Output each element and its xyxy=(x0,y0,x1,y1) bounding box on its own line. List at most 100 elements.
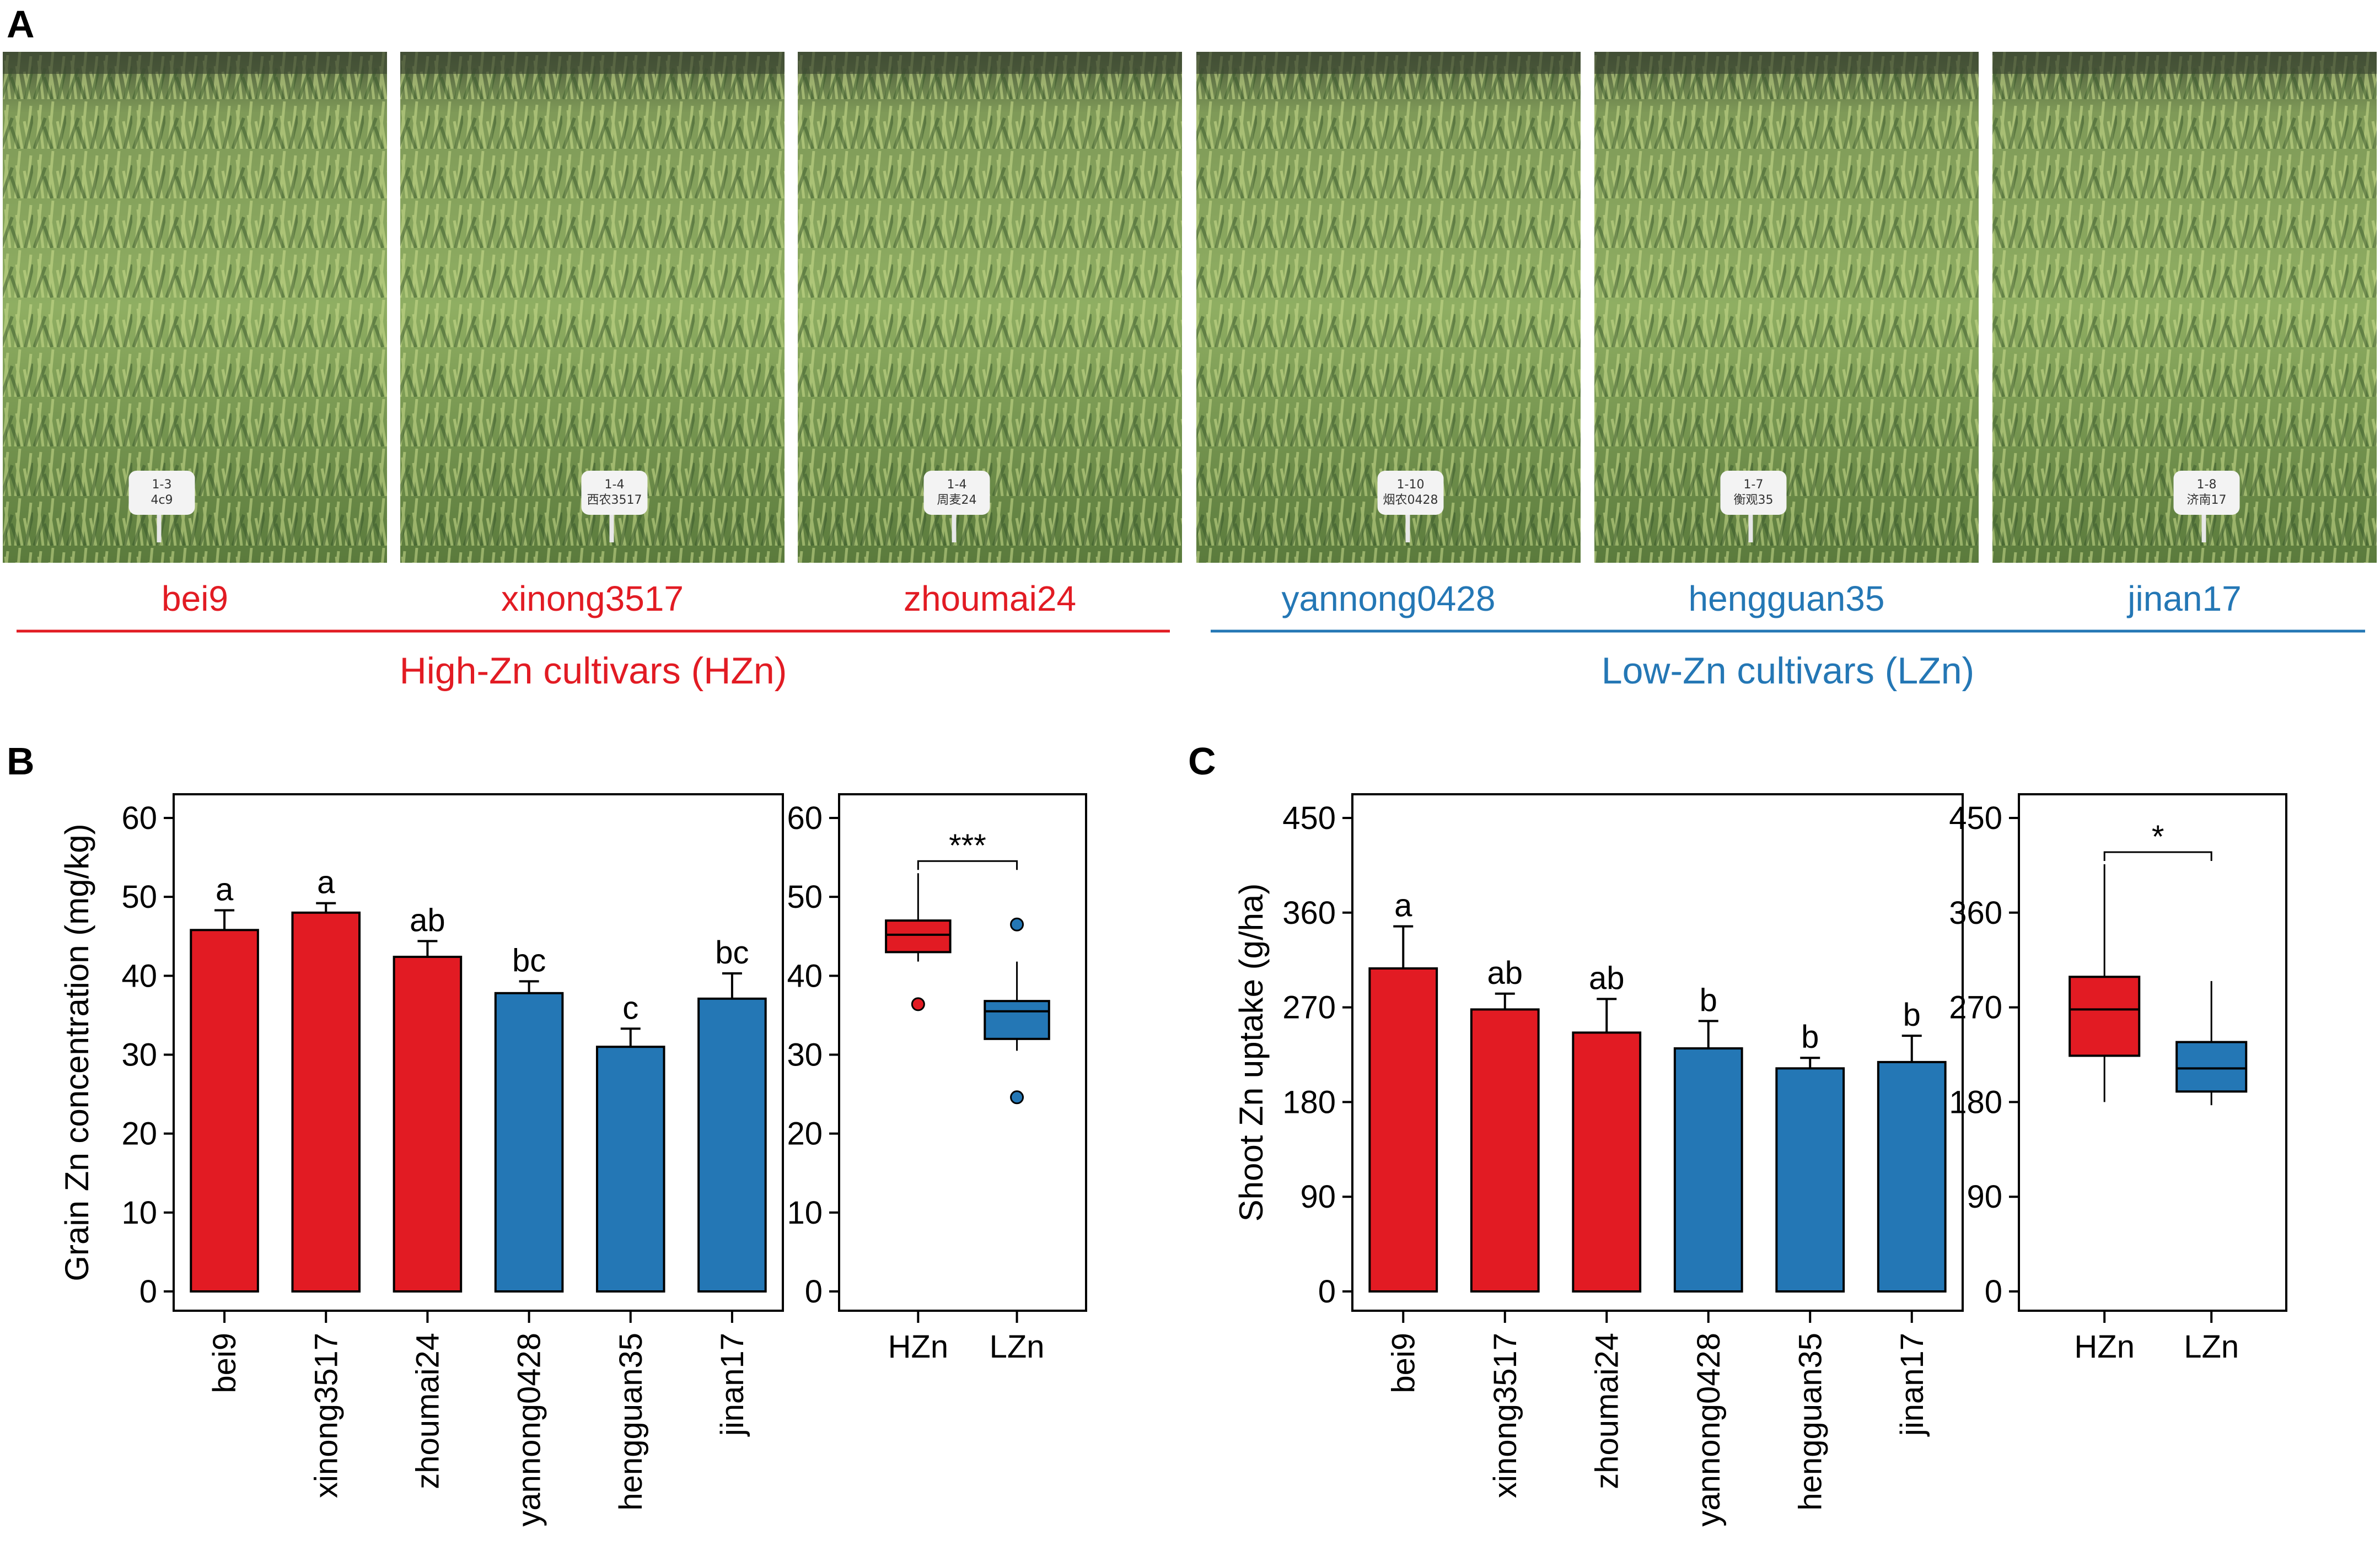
bar xyxy=(291,911,361,1293)
y-tick-label: 180 xyxy=(1282,1084,1336,1120)
bar xyxy=(494,992,564,1293)
x-tick-label: jinan17 xyxy=(714,1333,750,1437)
significance-letter: a xyxy=(216,872,234,908)
y-tick-label: 30 xyxy=(787,1037,823,1073)
x-tick-label: jinan17 xyxy=(1894,1333,1930,1437)
significance-letter: b xyxy=(1700,982,1717,1018)
y-tick-label: 0 xyxy=(805,1274,823,1310)
photo-row: 1-34c91-4西农35171-4周麦241-10烟农04281-7衡观351… xyxy=(3,52,2377,563)
plot-frame xyxy=(2018,793,2287,1312)
plot-tag xyxy=(1720,471,1787,515)
photo-horizon xyxy=(400,52,785,74)
y-tick-label: 0 xyxy=(139,1274,157,1310)
plot-frame xyxy=(173,793,784,1312)
bar xyxy=(190,929,259,1293)
y-tick-label: 270 xyxy=(1949,990,2002,1026)
y-tick-label: 60 xyxy=(121,800,157,836)
y-tick-label: 180 xyxy=(1949,1084,2002,1120)
y-tick-label: 40 xyxy=(121,958,157,994)
plot-tag xyxy=(923,471,990,515)
cultivar-label: jinan17 xyxy=(2126,579,2241,618)
significance-bracket xyxy=(917,860,1018,870)
x-tick-label: bei9 xyxy=(1385,1333,1421,1393)
significance-stars: *** xyxy=(949,828,986,864)
x-tick-label: LZn xyxy=(2184,1329,2239,1365)
panel-label-b: B xyxy=(7,740,35,783)
plot-tag-text: 1-4 xyxy=(947,478,967,492)
wheat-texture xyxy=(3,52,387,563)
x-tick-label: yannong0428 xyxy=(512,1333,547,1527)
significance-letter: b xyxy=(1903,997,1921,1033)
x-tick-label: hengguan35 xyxy=(1792,1333,1828,1511)
photo-horizon xyxy=(1992,52,2377,74)
bar xyxy=(1470,1008,1540,1293)
plot-tag-text: 衡观35 xyxy=(1734,493,1774,507)
significance-bracket xyxy=(2103,851,2212,861)
charts: 0 10 20 30 40 50 60 Grain Zn concentration (mg/… xyxy=(58,793,2287,1527)
x-tick-label: zhoumai24 xyxy=(410,1333,445,1489)
plot-tag xyxy=(128,471,195,515)
significance-letter: bc xyxy=(715,935,749,971)
wheat-texture xyxy=(1594,52,1979,563)
y-tick-label: 50 xyxy=(787,879,823,915)
cultivar-label: xinong3517 xyxy=(501,579,684,618)
y-tick-label: 360 xyxy=(1949,895,2002,931)
plot-tag-text: 济南17 xyxy=(2187,493,2227,507)
y-tick-label: 10 xyxy=(121,1195,157,1231)
significance-letter: c xyxy=(622,990,638,1026)
bar-chart-b: 0 10 20 30 40 50 60 Grain Zn concentration (mg/… xyxy=(58,793,784,1527)
significance-letter: a xyxy=(1394,888,1412,924)
plot-tag xyxy=(581,471,648,515)
y-tick-label: 20 xyxy=(787,1116,823,1152)
plot-tag-text: 1-10 xyxy=(1397,478,1425,492)
significance-letter: ab xyxy=(410,902,445,938)
plot-frame xyxy=(1351,793,1964,1312)
x-tick-label: xinong3517 xyxy=(308,1333,344,1498)
x-tick-label: LZn xyxy=(990,1329,1045,1365)
y-tick-label: 10 xyxy=(787,1195,823,1231)
plot-tag-text: 4c9 xyxy=(151,493,173,507)
y-tick-label: 0 xyxy=(1318,1274,1336,1310)
y-axis-label: Shoot Zn uptake (g/ha) xyxy=(1233,884,1270,1222)
significance-letter: bc xyxy=(512,943,546,978)
bar xyxy=(1572,1031,1642,1293)
photo-horizon xyxy=(1196,52,1581,74)
x-tick-label: HZn xyxy=(888,1329,949,1365)
plot-tag xyxy=(2173,471,2240,515)
lzn-group-label: Low-Zn cultivars (LZn) xyxy=(1602,650,1974,692)
x-tick-label: HZn xyxy=(2074,1329,2135,1365)
box-plot-c: 0 90 180 270 360 450 HZn LZn * xyxy=(1949,793,2287,1365)
x-tick-label: zhoumai24 xyxy=(1589,1333,1625,1489)
outlier-point xyxy=(1010,917,1024,932)
plot-tag-text: 1-3 xyxy=(152,478,172,492)
y-tick-label: 270 xyxy=(1282,990,1336,1026)
plot-tag xyxy=(1377,471,1444,515)
bar xyxy=(393,955,463,1293)
cultivar-label: hengguan35 xyxy=(1689,579,1885,618)
photo-horizon xyxy=(3,52,387,74)
significance-stars: * xyxy=(2152,819,2164,855)
significance-letter: b xyxy=(1801,1019,1819,1055)
box xyxy=(2069,976,2141,1057)
photo-labels: bei9 xinong3517 zhoumai24 yannong0428 henggu… xyxy=(162,579,2242,618)
wheat-texture xyxy=(798,52,1182,563)
y-tick-label: 450 xyxy=(1949,800,2002,836)
plot-tag-text: 烟农0428 xyxy=(1383,493,1438,507)
y-tick-label: 40 xyxy=(787,958,823,994)
x-tick-label: hengguan35 xyxy=(613,1333,649,1511)
plot-tag-text: 1-8 xyxy=(2197,478,2217,492)
bar xyxy=(1368,967,1438,1293)
significance-letter: ab xyxy=(1487,955,1523,991)
bar xyxy=(1775,1067,1845,1293)
significance-letter: ab xyxy=(1589,960,1625,996)
box xyxy=(984,1000,1050,1040)
y-tick-label: 360 xyxy=(1282,895,1336,931)
plot-tag-text: 西农3517 xyxy=(587,493,642,507)
photo-horizon xyxy=(1594,52,1979,74)
